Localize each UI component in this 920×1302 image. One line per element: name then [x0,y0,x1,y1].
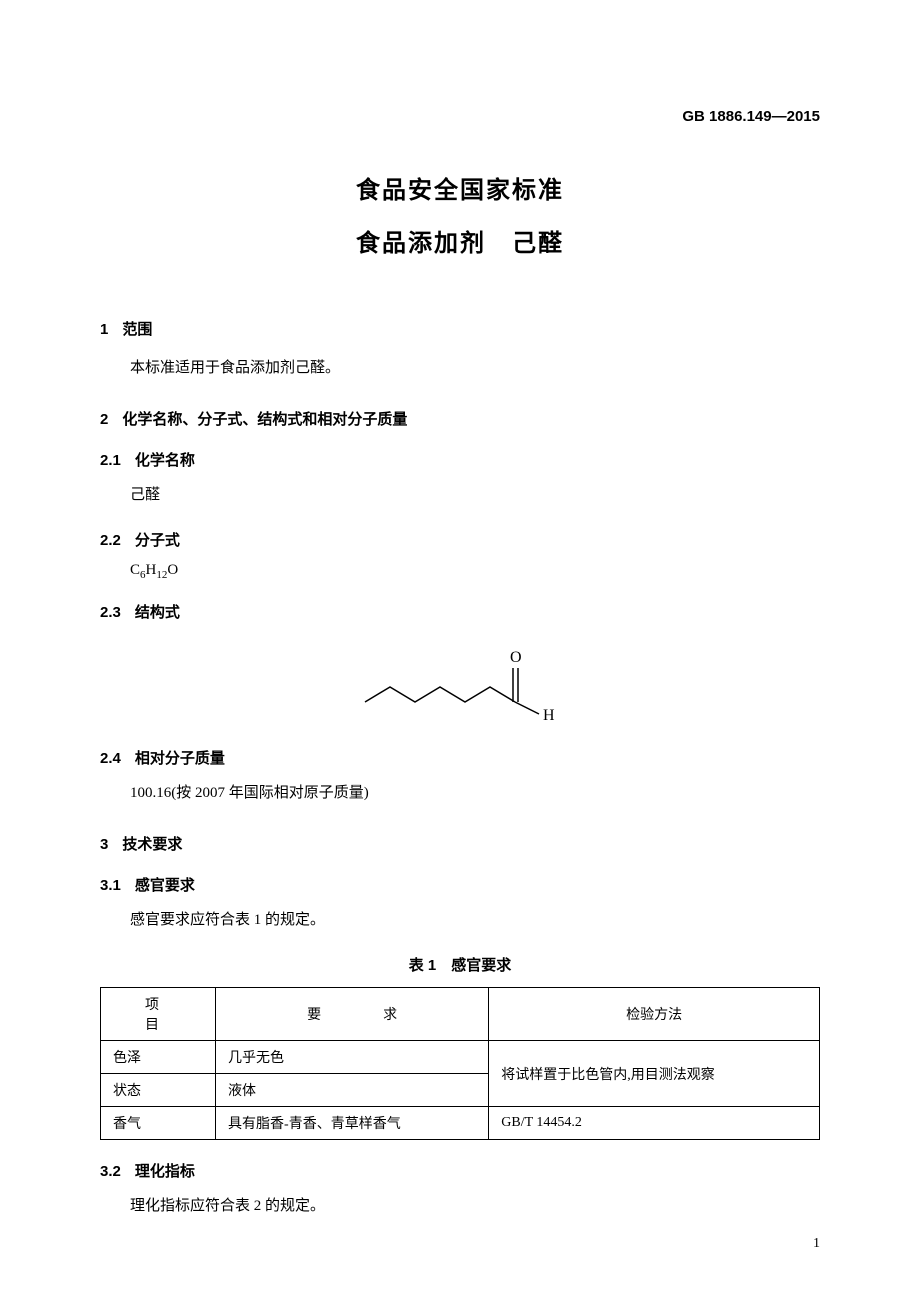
table-cell-req: 几乎无色 [216,1041,489,1074]
table-row: 项 目 要 求 检验方法 [101,988,820,1041]
section-3-2-body: 理化指标应符合表 2 的规定。 [100,1193,820,1220]
section-2-2-title: 分子式 [135,532,180,549]
section-1-num: 1 [100,321,108,338]
section-1-body: 本标准适用于食品添加剂己醛。 [100,355,820,382]
chemical-structure-diagram: O H [100,642,820,727]
table-cell-req: 具有脂香-青香、青草样香气 [216,1107,489,1140]
section-2-3-heading: 2.3 结构式 [100,601,820,622]
table-cell-item: 状态 [101,1074,216,1107]
table-cell-method: GB/T 14454.2 [489,1107,820,1140]
section-3-2-heading: 3.2 理化指标 [100,1160,820,1181]
section-3-num: 3 [100,836,108,853]
section-2-4-body: 100.16(按 2007 年国际相对原子质量) [130,780,820,807]
table-row: 色泽 几乎无色 将试样置于比色管内,用目测法观察 [101,1041,820,1074]
section-3-1-heading: 3.1 感官要求 [100,874,820,895]
section-2-title: 化学名称、分子式、结构式和相对分子质量 [122,411,407,428]
formula-h: H [146,562,157,578]
title-sub: 食品添加剂 己醛 [100,223,820,258]
molecular-formula: C6H12O [130,562,820,581]
formula-h-sub: 12 [156,569,167,581]
section-3-1-num: 3.1 [100,877,121,894]
table-cell-item: 色泽 [101,1041,216,1074]
table-cell-method: 将试样置于比色管内,用目测法观察 [489,1041,820,1107]
table-cell-item: 香气 [101,1107,216,1140]
section-2-3-title: 结构式 [135,604,180,621]
section-3-1-title: 感官要求 [135,877,195,894]
standard-code: GB 1886.149—2015 [682,108,820,125]
section-2-heading: 2 化学名称、分子式、结构式和相对分子质量 [100,408,820,429]
section-2-1-body: 己醛 [130,482,820,509]
title-block: 食品安全国家标准 食品添加剂 己醛 [100,170,820,258]
formula-o: O [167,562,178,578]
table-1-caption: 表 1 感官要求 [100,954,820,975]
title-main: 食品安全国家标准 [100,170,820,205]
formula-c: C [130,562,140,578]
table-sensory-requirements: 项 目 要 求 检验方法 色泽 几乎无色 将试样置于比色管内,用目测法观察 状态… [100,987,820,1140]
table-header-method: 检验方法 [489,988,820,1041]
table-header-item: 项 目 [101,988,216,1041]
section-3-2-title: 理化指标 [135,1163,195,1180]
section-2-4-num: 2.4 [100,750,121,767]
section-3-1-body: 感官要求应符合表 1 的规定。 [100,907,820,934]
section-2-1-num: 2.1 [100,452,121,469]
section-2-2-num: 2.2 [100,532,121,549]
section-2-4-heading: 2.4 相对分子质量 [100,747,820,768]
section-2-num: 2 [100,411,108,428]
section-1-title: 范围 [122,321,152,338]
table-row: 香气 具有脂香-青香、青草样香气 GB/T 14454.2 [101,1107,820,1140]
section-3-heading: 3 技术要求 [100,833,820,854]
section-2-1-heading: 2.1 化学名称 [100,449,820,470]
table-cell-req: 液体 [216,1074,489,1107]
structure-label-o: O [510,649,522,666]
hexanal-structure-icon: O H [355,642,565,722]
section-3-title: 技术要求 [122,836,182,853]
table-header-requirement: 要 求 [216,988,489,1041]
section-2-3-num: 2.3 [100,604,121,621]
structure-label-h: H [543,707,555,722]
page-number: 1 [813,1236,820,1252]
section-3-2-num: 3.2 [100,1163,121,1180]
section-2-1-title: 化学名称 [135,452,195,469]
section-2-4-title: 相对分子质量 [135,750,225,767]
section-1-heading: 1 范围 [100,318,820,339]
section-2-2-heading: 2.2 分子式 [100,529,820,550]
